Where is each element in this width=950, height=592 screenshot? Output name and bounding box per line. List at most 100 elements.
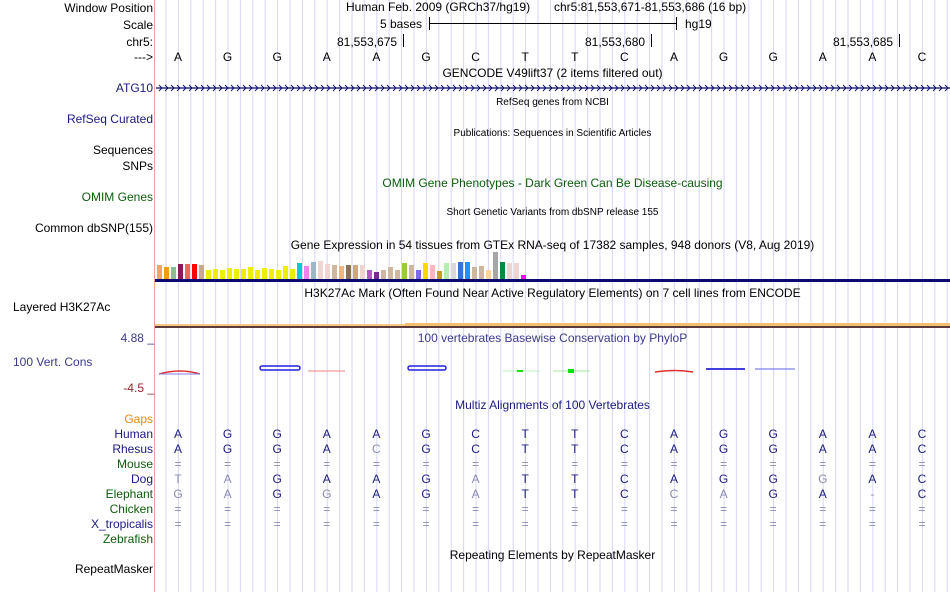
h3k27ac-track-label[interactable]: Layered H3K27Ac bbox=[13, 300, 111, 314]
strand-arrow bbox=[722, 84, 727, 92]
phylop-track-label[interactable]: 100 Vert. Cons bbox=[13, 355, 93, 369]
multiz-track-title[interactable]: Multiz Alignments of 100 Vertebrates bbox=[455, 398, 650, 412]
gtex-tissue-bar bbox=[241, 269, 246, 279]
alignment-base: C bbox=[620, 427, 629, 441]
strand-arrow bbox=[584, 84, 589, 92]
strand-arrow bbox=[758, 84, 763, 92]
gtex-tissue-bar bbox=[423, 263, 428, 279]
gencode-gene-label[interactable]: ATG10 bbox=[115, 81, 153, 95]
gtex-tissue-bar bbox=[213, 269, 218, 279]
alignment-base: = bbox=[819, 517, 827, 531]
alignment-base: = bbox=[422, 517, 430, 531]
strand-arrow bbox=[638, 84, 643, 92]
species-label-x_tropicalis[interactable]: X_tropicalis bbox=[90, 517, 153, 531]
alignment-base: C bbox=[669, 487, 679, 501]
position-readout[interactable]: chr5:81,553,671-81,553,686 (16 bp) bbox=[554, 0, 747, 14]
alignment-base: = bbox=[372, 457, 380, 471]
alignment-base: A bbox=[322, 427, 331, 441]
dbsnp-track-label[interactable]: Common dbSNP(155) bbox=[34, 221, 153, 235]
alignment-base: C bbox=[917, 442, 927, 456]
alignment-base: A bbox=[372, 487, 381, 501]
phylop-track-title[interactable]: 100 vertebrates Basewise Conservation by… bbox=[417, 331, 688, 345]
species-label-dog[interactable]: Dog bbox=[130, 472, 153, 486]
strand-arrow bbox=[278, 84, 283, 92]
strand-arrow bbox=[554, 84, 559, 92]
publications-track-title[interactable]: Publications: Sequences in Scientific Ar… bbox=[453, 128, 652, 139]
strand-arrow bbox=[836, 84, 841, 92]
gtex-tissue-bar bbox=[395, 270, 400, 279]
refseq-track-title[interactable]: RefSeq genes from NCBI bbox=[496, 97, 609, 108]
strand-arrow bbox=[518, 84, 523, 92]
strand-arrow bbox=[674, 84, 679, 92]
gaps-label[interactable]: Gaps bbox=[124, 412, 153, 426]
strand-label: ---> bbox=[134, 50, 153, 64]
gtex-tissue-bar bbox=[367, 270, 372, 279]
alignment-base: A bbox=[173, 427, 182, 441]
gtex-tissue-bar bbox=[353, 265, 358, 279]
gtex-tissue-bar bbox=[297, 263, 302, 279]
repeatmasker-track-label[interactable]: RepeatMasker bbox=[74, 562, 153, 576]
gtex-tissue-bar bbox=[465, 262, 470, 279]
gtex-tissue-bar bbox=[185, 264, 190, 279]
alignment-base: = bbox=[571, 502, 579, 516]
alignment-base: C bbox=[917, 427, 927, 441]
h3k27ac-track-title[interactable]: H3K27Ac Mark (Often Found Near Active Re… bbox=[304, 286, 801, 300]
species-label-elephant[interactable]: Elephant bbox=[105, 487, 153, 501]
alignment-base: = bbox=[769, 457, 777, 471]
dbsnp-track-title[interactable]: Short Genetic Variants from dbSNP releas… bbox=[446, 207, 659, 218]
alignment-base: = bbox=[571, 517, 579, 531]
strand-arrow bbox=[482, 84, 487, 92]
alignment-base: = bbox=[868, 457, 876, 471]
alignment-base: = bbox=[620, 457, 628, 471]
alignment-base: = bbox=[472, 502, 480, 516]
species-label-zebrafish[interactable]: Zebrafish bbox=[102, 532, 153, 546]
strand-arrow bbox=[872, 84, 877, 92]
phylop-min-label: -4.5 _ bbox=[123, 381, 154, 395]
strand-arrow bbox=[284, 84, 289, 92]
alignment-base: A bbox=[322, 472, 331, 486]
gtex-track-title[interactable]: Gene Expression in 54 tissues from GTEx … bbox=[290, 238, 815, 252]
reference-base: A bbox=[372, 50, 381, 64]
strand-arrow bbox=[392, 84, 397, 92]
alignment-base: = bbox=[720, 457, 728, 471]
strand-arrow bbox=[224, 84, 229, 92]
omim-track-title[interactable]: OMIM Gene Phenotypes - Dark Green Can Be… bbox=[382, 176, 723, 190]
alignment-base: = bbox=[174, 502, 182, 516]
strand-arrow bbox=[632, 84, 637, 92]
alignment-base: = bbox=[521, 517, 529, 531]
alignment-base: A bbox=[818, 442, 827, 456]
gtex-bar-chart[interactable] bbox=[155, 250, 950, 284]
publications-label-line2[interactable]: SNPs bbox=[122, 159, 153, 173]
gtex-tissue-bar bbox=[521, 275, 526, 279]
strand-arrow bbox=[890, 84, 895, 92]
gtex-tissue-bar bbox=[227, 268, 232, 279]
refseq-track-label[interactable]: RefSeq Curated bbox=[66, 112, 153, 126]
repeatmasker-track-title[interactable]: Repeating Elements by RepeatMasker bbox=[449, 548, 656, 562]
strand-arrow bbox=[536, 84, 541, 92]
phylop-signal bbox=[158, 365, 795, 375]
omim-track-label[interactable]: OMIM Genes bbox=[81, 190, 153, 204]
gencode-track-title[interactable]: GENCODE V49lift37 (2 items filtered out) bbox=[442, 66, 663, 80]
species-label-human[interactable]: Human bbox=[114, 427, 153, 441]
h3k27ac-signal-high bbox=[405, 323, 950, 326]
alignment-base: = bbox=[819, 502, 827, 516]
alignment-base: G bbox=[222, 427, 233, 441]
species-label-mouse[interactable]: Mouse bbox=[116, 457, 153, 471]
publications-label-line1[interactable]: Sequences bbox=[92, 143, 153, 157]
gencode-gene-model[interactable] bbox=[156, 82, 950, 94]
strand-arrow bbox=[614, 84, 619, 92]
alignment-base: A bbox=[372, 427, 381, 441]
strand-arrow bbox=[242, 84, 247, 92]
gtex-tissue-bar bbox=[199, 265, 204, 279]
alignment-base: = bbox=[422, 457, 430, 471]
alignment-base: C bbox=[620, 442, 629, 456]
strand-arrow bbox=[806, 84, 811, 92]
species-label-rhesus[interactable]: Rhesus bbox=[112, 442, 153, 456]
alignment-base: G bbox=[718, 442, 729, 456]
species-label-chicken[interactable]: Chicken bbox=[109, 502, 153, 516]
alignment-base: G bbox=[768, 427, 778, 441]
alignment-base: T bbox=[521, 472, 529, 486]
alignment-base: = bbox=[521, 502, 529, 516]
strand-arrow bbox=[350, 84, 355, 92]
strand-arrow bbox=[866, 84, 871, 92]
